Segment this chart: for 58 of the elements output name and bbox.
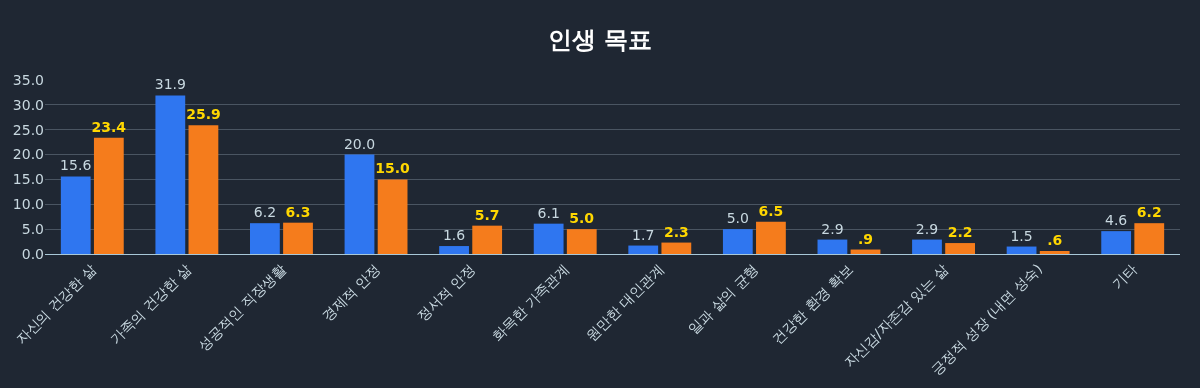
bar	[93, 137, 124, 254]
data-label: 20.0	[343, 135, 376, 152]
bar	[60, 176, 91, 254]
bar	[1101, 231, 1132, 254]
y-tick-label: 15.0	[12, 171, 44, 188]
data-label: 5.0	[569, 210, 595, 227]
data-label: 6.2	[253, 204, 277, 221]
data-label: 2.9	[821, 220, 844, 237]
bar	[188, 125, 219, 254]
bar	[817, 239, 848, 254]
bar	[756, 221, 786, 254]
bar	[628, 245, 659, 254]
bar	[439, 246, 469, 254]
data-label: 6.1	[537, 204, 560, 221]
data-label: 6.2	[1136, 204, 1162, 221]
data-label: 2.2	[947, 224, 973, 241]
data-label: .6	[1047, 232, 1063, 249]
y-tick-label: 20.0	[12, 146, 44, 163]
y-tick-label: 10.0	[12, 196, 44, 213]
data-label: 2.9	[915, 220, 939, 237]
data-label: .9	[857, 230, 874, 247]
bar	[566, 229, 597, 254]
data-label: 1.6	[442, 227, 466, 244]
data-label: 31.9	[154, 76, 186, 93]
data-label: 1.7	[632, 226, 655, 243]
x-tick-label: 일과 삶의 균형	[684, 260, 762, 338]
y-tick-label: 35.0	[12, 71, 44, 88]
bar	[1006, 246, 1037, 254]
bar	[722, 229, 753, 254]
data-label: 6.5	[758, 202, 784, 219]
bar	[1039, 251, 1070, 254]
data-label: 25.9	[186, 106, 221, 123]
y-tick-label: 0.0	[21, 245, 44, 262]
bar	[283, 222, 313, 254]
data-label: 4.6	[1104, 212, 1128, 229]
chart-title: 인생 목표	[547, 25, 653, 54]
data-label: 1.5	[1010, 227, 1033, 244]
bar	[344, 154, 375, 254]
data-label: 2.3	[663, 223, 689, 240]
bar	[250, 223, 280, 254]
bar	[1134, 223, 1165, 254]
bar	[945, 243, 975, 254]
bar	[472, 225, 503, 254]
data-label: 15.6	[60, 157, 92, 174]
y-tick-label: 30.0	[12, 96, 44, 113]
data-label: 6.3	[285, 203, 311, 220]
data-label: 15.0	[375, 160, 410, 177]
data-label: 23.4	[91, 118, 127, 135]
bar	[533, 223, 564, 254]
y-tick-label: 25.0	[12, 121, 44, 138]
bar	[912, 239, 942, 254]
data-label: 5.7	[474, 206, 500, 223]
x-tick-label: 기타	[1108, 260, 1140, 292]
bar	[155, 95, 186, 254]
data-label: 5.0	[726, 210, 749, 227]
bar	[661, 242, 692, 254]
bar	[377, 179, 408, 254]
y-tick-label: 5.0	[21, 221, 44, 238]
